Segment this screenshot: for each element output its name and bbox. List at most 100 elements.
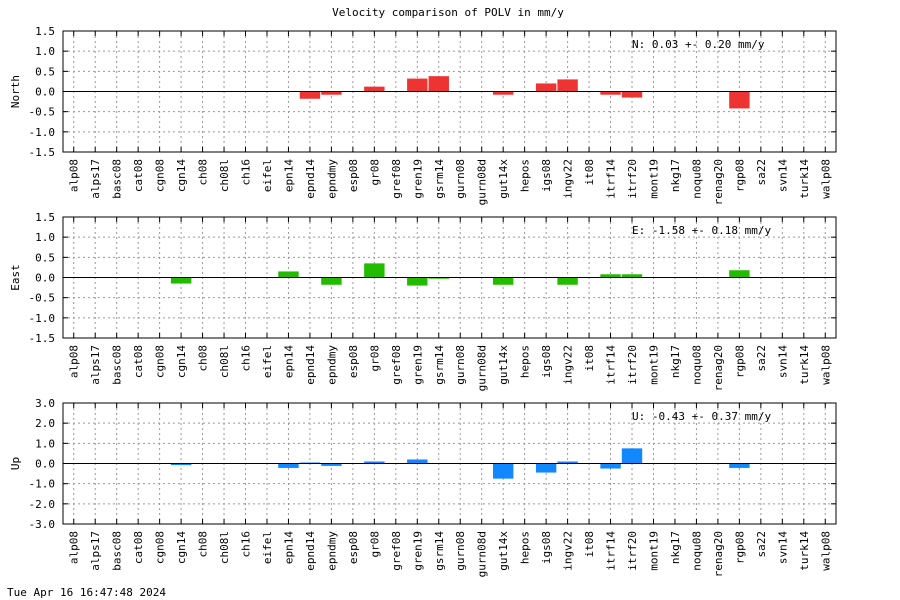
- x-tick-label: it08: [583, 345, 596, 372]
- x-tick-label: gut14x: [497, 159, 510, 199]
- y-tick-label: 1.0: [35, 45, 55, 58]
- bar-itrf14: [600, 274, 621, 278]
- x-tick-label: sa22: [755, 159, 768, 186]
- y-tick-label: 0.5: [35, 251, 55, 264]
- timestamp: Tue Apr 16 16:47:48 2024: [7, 586, 166, 599]
- bar-ingv22: [557, 277, 578, 285]
- bar-gren19: [407, 277, 428, 286]
- bar-gut14x: [492, 463, 514, 479]
- bar-epndmy: [321, 277, 342, 285]
- x-tick-label: gr08: [368, 345, 381, 372]
- x-tick-label: ch08l: [218, 159, 231, 192]
- x-tick-label: gren19: [411, 345, 424, 385]
- bar-ingv22: [557, 461, 578, 464]
- x-tick-label: mont19: [647, 345, 660, 385]
- x-tick-label: rgp08: [733, 531, 746, 564]
- x-tick-label: walp08: [819, 345, 832, 385]
- chart-panels: 1.5 1.0 0.5 0.0 -0.5 -1.0 -1.5 North N: 0.03 +- …: [9, 25, 837, 577]
- x-tick-label: gurn08: [454, 531, 467, 571]
- bar-rgp08: [729, 91, 750, 109]
- bar-epn14: [278, 463, 299, 468]
- y-axis-label: North: [9, 75, 22, 108]
- x-tick-label: epnd14: [304, 345, 317, 385]
- x-tick-label: gurn08d: [476, 345, 489, 391]
- bar-gsrm14: [428, 277, 449, 279]
- x-tick-label: gren19: [411, 159, 424, 199]
- bar-cgn14: [170, 277, 192, 284]
- plot-frame: [62, 30, 837, 153]
- bar-cgn14: [170, 463, 192, 466]
- x-tick-label: rgp08: [733, 159, 746, 192]
- x-tick-label: turk14: [798, 159, 811, 199]
- x-tick-label: walp08: [819, 159, 832, 199]
- x-tick-label: cgn14: [175, 159, 188, 192]
- y-tick-label: 1.5: [35, 25, 55, 38]
- bar-epndmy: [321, 91, 342, 95]
- x-tick-label: ch08: [197, 345, 210, 372]
- bar-epnd14: [299, 462, 321, 464]
- x-tick-label: epn14: [282, 531, 295, 564]
- x-tick-label: epndmy: [325, 345, 338, 385]
- plot-frame: [62, 402, 837, 525]
- bar-gren19: [407, 459, 428, 464]
- x-tick-label: alps17: [89, 159, 102, 199]
- x-tick-label: cat08: [132, 345, 145, 378]
- x-tick-label: sa22: [755, 345, 768, 372]
- bar-gr08: [364, 86, 385, 92]
- x-tick-label: basc08: [111, 531, 124, 571]
- y-tick-label: -3.0: [29, 518, 56, 531]
- y-tick-label: 1.0: [35, 437, 55, 450]
- bar-itrf20: [621, 91, 643, 98]
- x-tick-label: rgp08: [733, 345, 746, 378]
- x-tick-label: ingv22: [562, 345, 575, 385]
- x-tick-label: esp08: [347, 159, 360, 192]
- x-tick-label: ch08l: [218, 531, 231, 564]
- x-tick-label: esp08: [347, 345, 360, 378]
- x-tick-label: hepos: [519, 531, 532, 564]
- x-tick-label: noqu08: [690, 159, 703, 199]
- x-tick-label: eifel: [261, 345, 274, 378]
- x-tick-label: epnd14: [304, 159, 317, 199]
- y-tick-label: 1.5: [35, 211, 55, 224]
- y-tick-label: -1.5: [29, 146, 56, 159]
- x-tick-label: renag20: [712, 159, 725, 205]
- x-tick-label: alp08: [68, 531, 81, 564]
- x-tick-label: igs08: [540, 345, 553, 378]
- x-tick-label: cgn14: [175, 531, 188, 564]
- x-tick-label: basc08: [111, 159, 124, 199]
- x-tick-label: gr08: [368, 531, 381, 558]
- y-tick-label: -1.0: [29, 126, 56, 139]
- bar-epndmy: [321, 463, 342, 466]
- x-tick-label: igs08: [540, 159, 553, 192]
- y-tick-label: 1.0: [35, 231, 55, 244]
- x-tick-label: noqu08: [690, 531, 703, 571]
- bar-epnd14: [299, 91, 321, 99]
- x-tick-label: epndmy: [325, 159, 338, 199]
- x-tick-label: epn14: [282, 159, 295, 192]
- x-tick-label: alps17: [89, 345, 102, 385]
- x-tick-label: gut14x: [497, 531, 510, 571]
- y-tick-label: -0.5: [29, 106, 56, 119]
- x-tick-label: alps17: [89, 531, 102, 571]
- x-tick-label: renag20: [712, 345, 725, 391]
- x-tick-label: gurn08d: [476, 531, 489, 577]
- bar-igs08: [535, 83, 557, 92]
- bar-epn14: [278, 271, 299, 278]
- x-tick-label: gren19: [411, 531, 424, 571]
- x-tick-label: itrf14: [605, 159, 618, 199]
- x-tick-label: ch16: [240, 159, 253, 186]
- x-tick-label: ch08: [197, 159, 210, 186]
- x-tick-label: gr08: [368, 159, 381, 186]
- x-tick-label: gref08: [390, 159, 403, 199]
- x-tick-label: itrf14: [605, 531, 618, 571]
- bar-itrf20: [621, 274, 643, 278]
- x-tick-label: basc08: [111, 345, 124, 385]
- chart-title: Velocity comparison of POLV in mm/y: [332, 6, 564, 19]
- panel-up: 3.0 2.0 1.0 0.0 -1.0 -2.0 -3.0 Up U: -0.43 +- 0.…: [9, 397, 837, 577]
- bar-itrf14: [600, 463, 621, 469]
- x-tick-label: gut14x: [497, 345, 510, 385]
- x-tick-label: it08: [583, 159, 596, 186]
- bar-gr08: [364, 263, 385, 278]
- x-tick-label: eifel: [261, 159, 274, 192]
